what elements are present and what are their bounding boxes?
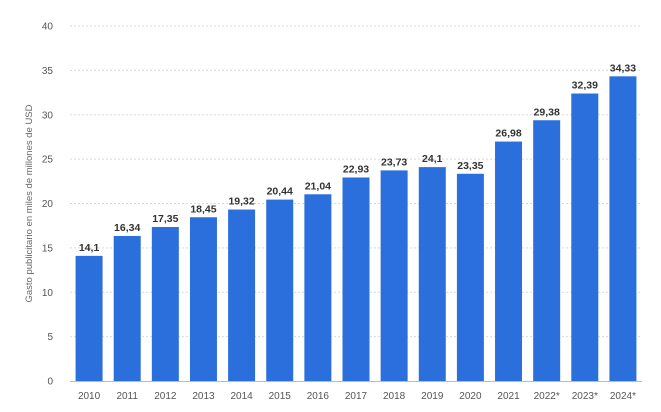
y-tick-label: 40 [42,22,54,33]
bar [342,177,370,381]
bar-value-label: 23,73 [381,156,407,168]
x-tick-label: 2016 [307,391,330,402]
x-tick-label: 2010 [78,391,101,402]
bar-value-label: 20,44 [267,186,293,198]
x-tick-label: 2020 [459,391,482,402]
bar [113,235,141,381]
x-tick-label: 2018 [383,391,406,402]
bar [418,167,446,381]
bar-value-label: 19,32 [228,196,254,208]
y-tick-label: 15 [42,243,54,254]
bar-value-label: 22,93 [343,163,369,175]
x-tick-label: 2014 [230,391,253,402]
bar [609,76,637,381]
bar [571,93,599,381]
bar [495,141,523,381]
bar [189,217,217,381]
bar-value-label: 21,04 [305,180,331,192]
bar-value-label: 23,35 [457,160,483,172]
x-tick-label: 2021 [497,391,520,402]
y-tick-label: 10 [42,288,54,299]
bar [304,194,332,381]
bar-value-label: 14,1 [79,242,100,254]
bar-value-label: 29,38 [534,106,560,118]
bar-value-label: 18,45 [190,203,216,215]
bar [380,170,408,381]
x-tick-label: 2011 [116,391,138,402]
y-tick-label: 5 [47,332,53,343]
bar-value-label: 34,33 [610,62,636,74]
bar-value-label: 24,1 [422,153,443,165]
y-tick-label: 25 [42,155,54,166]
x-tick-label: 2019 [421,391,444,402]
x-tick-label: 2012 [154,391,177,402]
bars [75,76,637,381]
bar [266,199,294,381]
x-axis-ticks: 2010 2011 2012 2013 2014 2015 2016 2017 2018 2019… [78,391,636,402]
bar-value-label: 17,35 [152,213,178,225]
bar-value-label: 32,39 [572,80,598,92]
bar-value-label: 16,34 [114,222,140,234]
bar-value-label: 26,98 [495,128,521,140]
bar [456,173,484,381]
x-tick-label: 2015 [269,391,292,402]
x-tick-label: 2023* [572,391,598,402]
y-tick-label: 20 [42,199,54,210]
bar [533,120,561,381]
y-tick-label: 30 [42,110,54,121]
y-axis-ticks: 0 5 10 15 20 25 30 35 40 [42,22,54,388]
value-labels: 14,1 16,34 17,35 18,45 19,32 20,44 21,04 22,93 2… [79,62,636,254]
y-tick-label: 0 [47,377,53,388]
bar [75,255,103,381]
bar [151,227,179,381]
x-tick-label: 2022* [534,391,560,402]
y-tick-label: 35 [42,66,54,77]
x-tick-label: 2013 [192,391,215,402]
y-axis-label: Gasto publicitario en miles de millones … [24,104,35,302]
x-tick-label: 2024* [610,391,636,402]
bar [228,209,256,381]
x-tick-label: 2017 [345,391,368,402]
